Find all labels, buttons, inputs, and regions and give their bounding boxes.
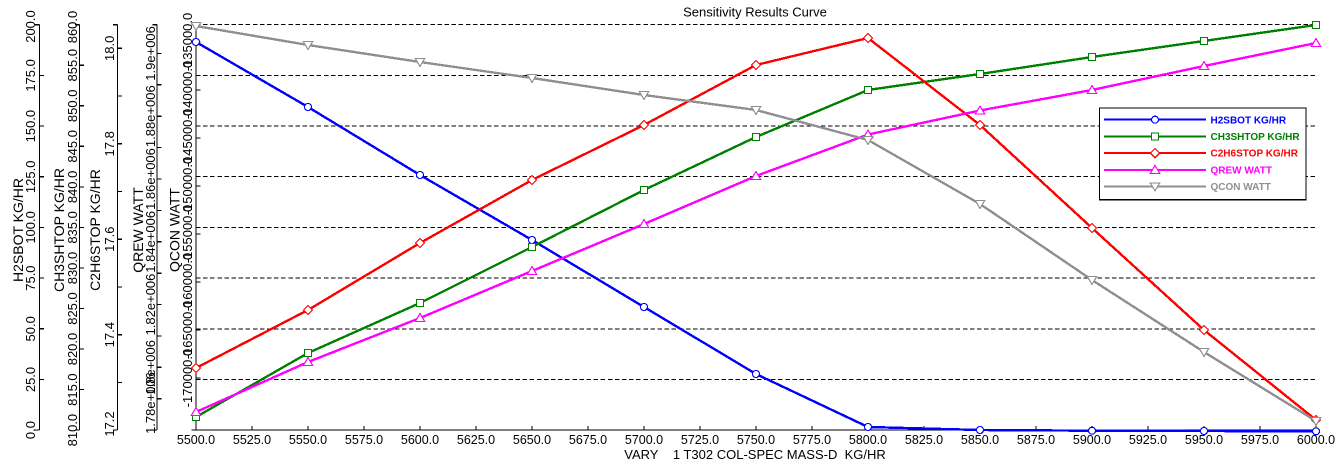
svg-text:0.0: 0.0: [23, 421, 38, 439]
svg-text:17.2: 17.2: [102, 411, 117, 436]
svg-text:25.0: 25.0: [23, 367, 38, 392]
svg-text:-160000.0: -160000.0: [180, 253, 195, 312]
svg-text:50.0: 50.0: [23, 316, 38, 341]
svg-text:QREW WATT: QREW WATT: [130, 187, 146, 273]
svg-text:-155000.0: -155000.0: [180, 205, 195, 264]
svg-text:18.0: 18.0: [102, 36, 117, 61]
svg-text:5775.0: 5775.0: [793, 433, 831, 447]
svg-text:200.0: 200.0: [23, 10, 38, 43]
svg-text:VARY 1 T302 COL-SPEC MASS-D: VARY 1 T302 COL-SPEC MASS-D KG/HR: [624, 447, 886, 462]
svg-text:5950.0: 5950.0: [1185, 433, 1223, 447]
svg-text:5650.0: 5650.0: [513, 433, 551, 447]
svg-text:850.0: 850.0: [65, 90, 80, 123]
svg-text:6000.0: 6000.0: [1297, 433, 1335, 447]
svg-text:1.88e+006: 1.88e+006: [143, 85, 158, 147]
svg-text:H2SBOT KG/HR: H2SBOT KG/HR: [1211, 115, 1287, 126]
svg-text:5500.0: 5500.0: [177, 433, 215, 447]
svg-text:QREW WATT: QREW WATT: [1211, 165, 1272, 176]
svg-text:125.0: 125.0: [23, 161, 38, 194]
svg-text:-140000.0: -140000.0: [180, 61, 195, 120]
svg-text:5800.0: 5800.0: [849, 433, 887, 447]
svg-text:845.0: 845.0: [65, 130, 80, 163]
svg-text:5675.0: 5675.0: [569, 433, 607, 447]
svg-text:C2H6STOP KG/HR: C2H6STOP KG/HR: [87, 169, 103, 291]
svg-text:-165000.0: -165000.0: [180, 301, 195, 360]
svg-text:5700.0: 5700.0: [625, 433, 663, 447]
svg-text:820.0: 820.0: [65, 333, 80, 366]
svg-text:175.0: 175.0: [23, 59, 38, 92]
svg-text:1.86e+006: 1.86e+006: [143, 148, 158, 210]
svg-text:QCON WATT: QCON WATT: [1211, 182, 1271, 193]
svg-text:860.0: 860.0: [65, 11, 80, 44]
svg-text:855.0: 855.0: [65, 49, 80, 82]
svg-text:C2H6STOP KG/HR: C2H6STOP KG/HR: [1211, 149, 1299, 160]
svg-text:CH3SHTOP KG/HR: CH3SHTOP KG/HR: [51, 168, 67, 292]
svg-text:-135000.0: -135000.0: [180, 13, 195, 72]
svg-text:5525.0: 5525.0: [233, 433, 271, 447]
svg-text:840.0: 840.0: [65, 171, 80, 204]
svg-text:Sensitivity Results Curve: Sensitivity Results Curve: [683, 5, 827, 20]
svg-text:5725.0: 5725.0: [681, 433, 719, 447]
svg-text:825.0: 825.0: [65, 292, 80, 325]
svg-text:5600.0: 5600.0: [401, 433, 439, 447]
svg-text:5850.0: 5850.0: [961, 433, 999, 447]
svg-text:835.0: 835.0: [65, 211, 80, 244]
svg-text:1.82e+006: 1.82e+006: [143, 274, 158, 336]
svg-text:5575.0: 5575.0: [345, 433, 383, 447]
svg-text:QCON WATT: QCON WATT: [166, 188, 182, 272]
svg-text:-170000.0: -170000.0: [180, 349, 195, 408]
svg-text:5550.0: 5550.0: [289, 433, 327, 447]
svg-text:75.0: 75.0: [23, 265, 38, 290]
svg-text:17.6: 17.6: [102, 227, 117, 252]
svg-text:5925.0: 5925.0: [1129, 433, 1167, 447]
svg-text:150.0: 150.0: [23, 110, 38, 143]
svg-text:-150000.0: -150000.0: [180, 157, 195, 216]
svg-text:17.8: 17.8: [102, 131, 117, 156]
svg-text:5625.0: 5625.0: [457, 433, 495, 447]
svg-text:100.0: 100.0: [23, 211, 38, 244]
svg-text:5875.0: 5875.0: [1017, 433, 1055, 447]
svg-text:-145000.0: -145000.0: [180, 109, 195, 168]
svg-text:17.4: 17.4: [102, 322, 117, 347]
svg-text:1.84e+006: 1.84e+006: [143, 211, 158, 273]
svg-text:5900.0: 5900.0: [1073, 433, 1111, 447]
svg-text:830.0: 830.0: [65, 252, 80, 285]
svg-text:810.0: 810.0: [65, 414, 80, 447]
svg-text:CH3SHTOP KG/HR: CH3SHTOP KG/HR: [1211, 132, 1301, 143]
svg-text:1.78e+006: 1.78e+006: [143, 372, 158, 434]
svg-text:5975.0: 5975.0: [1241, 433, 1279, 447]
svg-text:1.8e+006: 1.8e+006: [143, 340, 158, 395]
svg-text:H2SBOT KG/HR: H2SBOT KG/HR: [10, 178, 26, 282]
svg-text:815.0: 815.0: [65, 373, 80, 406]
svg-text:1.9e+006: 1.9e+006: [143, 26, 158, 81]
svg-text:5825.0: 5825.0: [905, 433, 943, 447]
svg-text:5750.0: 5750.0: [737, 433, 775, 447]
